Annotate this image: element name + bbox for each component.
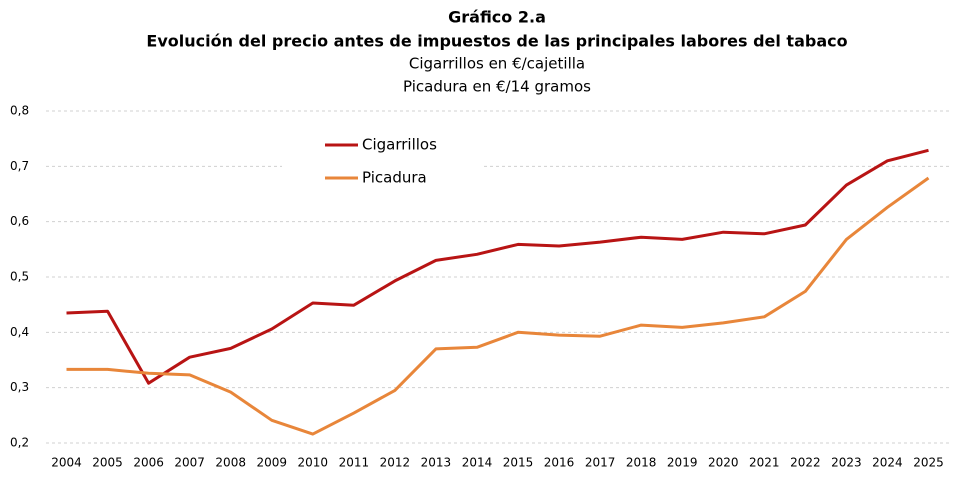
- x-tick-label: 2012: [380, 456, 411, 470]
- unit-note: Cigarrillos en €/cajetilla: [409, 55, 585, 73]
- legend-label: Picadura: [362, 169, 427, 187]
- x-tick-label: 2010: [298, 456, 329, 470]
- y-tick-label: 0,6: [10, 214, 29, 228]
- x-tick-label: 2005: [92, 456, 123, 470]
- y-tick-label: 0,8: [10, 104, 29, 118]
- x-tick-label: 2013: [421, 456, 452, 470]
- y-tick-label: 0,2: [10, 436, 29, 450]
- x-tick-label: 2022: [790, 456, 821, 470]
- x-tick-label: 2017: [585, 456, 616, 470]
- x-tick-label: 2020: [708, 456, 739, 470]
- x-tick-label: 2023: [831, 456, 862, 470]
- x-tick-label: 2014: [462, 456, 493, 470]
- x-tick-label: 2018: [626, 456, 657, 470]
- x-tick-label: 2015: [503, 456, 534, 470]
- y-tick-label: 0,5: [10, 270, 29, 284]
- x-tick-label: 2025: [913, 456, 944, 470]
- x-tick-label: 2024: [872, 456, 903, 470]
- x-tick-label: 2019: [667, 456, 698, 470]
- legend-bg: [282, 131, 482, 159]
- x-tick-label: 2008: [215, 456, 246, 470]
- y-tick-label: 0,4: [10, 325, 29, 339]
- chart-title: Gráfico 2.a: [448, 8, 546, 27]
- x-tick-label: 2006: [133, 456, 164, 470]
- data-line: [66, 176, 930, 436]
- x-tick-label: 2004: [51, 456, 82, 470]
- x-tick-label: 2021: [749, 456, 780, 470]
- legend-bg: [282, 164, 482, 192]
- y-tick-label: 0,3: [10, 380, 29, 394]
- legend-label: Cigarrillos: [362, 136, 437, 154]
- data-line: [66, 148, 929, 385]
- x-tick-label: 2011: [339, 456, 370, 470]
- y-tick-label: 0,7: [10, 159, 29, 173]
- x-tick-label: 2007: [174, 456, 205, 470]
- unit-note: Picadura en €/14 gramos: [403, 78, 591, 96]
- chart-subtitle: Evolución del precio antes de impuestos …: [146, 32, 847, 51]
- x-tick-label: 2016: [544, 456, 575, 470]
- x-tick-label: 2009: [256, 456, 287, 470]
